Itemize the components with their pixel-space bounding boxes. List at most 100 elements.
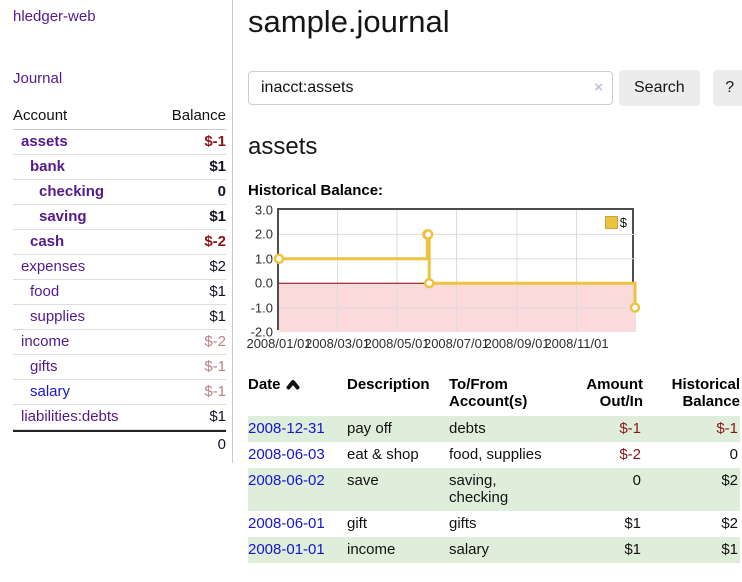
sidebar: hledger-web Journal Account Balance asse… bbox=[0, 0, 233, 463]
transactions-table: Date Description To/From Account(s) Amoun… bbox=[248, 376, 740, 563]
transaction-amount: $-2 bbox=[619, 446, 641, 463]
account-heading: assets bbox=[248, 133, 318, 160]
transaction-date-link[interactable]: 2008-06-01 bbox=[248, 515, 325, 532]
account-column-header: Account bbox=[13, 107, 68, 124]
chart-canvas bbox=[273, 210, 641, 332]
accounts-total-row: 0 bbox=[13, 430, 226, 457]
transaction-date-link[interactable]: 2008-12-31 bbox=[248, 420, 325, 437]
transaction-amount: 0 bbox=[561, 468, 643, 511]
account-balance: $-2 bbox=[204, 233, 226, 250]
chart-plot-area[interactable]: $ bbox=[273, 208, 641, 332]
y-axis-tick-label: 3.0 bbox=[254, 202, 273, 218]
date-column-header[interactable]: Date bbox=[248, 376, 347, 416]
account-row: bank $1 bbox=[13, 155, 226, 180]
x-axis-tick-label: 2008/11/01 bbox=[544, 336, 609, 351]
sidebar-item-saving[interactable]: saving bbox=[39, 208, 87, 225]
y-axis-tick-label: 1.0 bbox=[254, 251, 273, 267]
transaction-description: pay off bbox=[347, 416, 449, 442]
sidebar-item-expenses[interactable]: expenses bbox=[21, 258, 86, 275]
transaction-accounts: salary bbox=[449, 537, 561, 563]
chart-legend: $ bbox=[603, 215, 628, 230]
transaction-row: 2008-01-01 income salary $1 $1 bbox=[248, 537, 740, 563]
account-balance: $-1 bbox=[204, 358, 226, 375]
account-row: saving $1 bbox=[13, 205, 226, 230]
transaction-date-link[interactable]: 2008-01-01 bbox=[248, 541, 325, 558]
account-balance: $1 bbox=[209, 408, 226, 425]
y-axis-tick-label: -2.0 bbox=[250, 324, 273, 340]
transaction-description: eat & shop bbox=[347, 446, 419, 463]
balance-column-header: Historical Balance bbox=[671, 376, 740, 410]
transaction-date-link[interactable]: 2008-06-03 bbox=[248, 446, 325, 463]
account-balance: $1 bbox=[209, 308, 226, 325]
transaction-row: 2008-06-01 gift gifts $1 $2 bbox=[248, 511, 740, 537]
account-balance: $-1 bbox=[204, 133, 226, 150]
x-axis-tick-label: 2008/01/01 bbox=[246, 336, 312, 351]
transaction-row: 2008-06-02 save saving, checking 0 $2 bbox=[248, 468, 740, 511]
x-axis-tick-label: 2008/07/01 bbox=[423, 336, 490, 351]
search-bar: × Search ? bbox=[248, 70, 742, 106]
transaction-balance: $2 bbox=[721, 515, 738, 532]
description-column-header: Description bbox=[347, 376, 430, 393]
x-axis-tick-label: 2008/05/01 bbox=[364, 336, 430, 351]
main-content: sample.journal × Search ? assets Histori… bbox=[233, 0, 742, 563]
transaction-amount: $-1 bbox=[561, 416, 643, 442]
account-row: expenses $2 bbox=[13, 255, 226, 280]
transaction-row: 2008-12-31 pay off debts $-1 $-1 bbox=[248, 416, 740, 442]
historical-balance-chart: $ 3.0 2.0 1.0 0.0 -1.0 -2.0 2008/01/01 2008/03… bbox=[246, 203, 648, 354]
sidebar-item-income[interactable]: income bbox=[21, 333, 70, 350]
account-row: salary $-1 bbox=[13, 380, 226, 405]
balance-column-header: Balance bbox=[171, 107, 226, 124]
transaction-amount: $1 bbox=[624, 515, 641, 532]
transaction-balance: $-1 bbox=[643, 416, 740, 442]
transaction-accounts: debts bbox=[449, 416, 561, 442]
account-row: cash $-2 bbox=[13, 230, 226, 255]
sidebar-item-bank[interactable]: bank bbox=[30, 158, 66, 175]
legend-swatch bbox=[604, 216, 618, 229]
search-field-wrapper: × bbox=[248, 71, 613, 105]
transaction-balance: $1 bbox=[643, 537, 740, 563]
sidebar-item-journal[interactable]: Journal bbox=[13, 70, 63, 87]
y-axis-tick-label: -1.0 bbox=[250, 300, 273, 316]
sidebar-item-gifts[interactable]: gifts bbox=[30, 358, 58, 375]
sidebar-item-salary[interactable]: salary bbox=[30, 383, 71, 400]
legend-label: $ bbox=[619, 215, 627, 230]
account-balance-table: Account Balance assets $-1 bank $1 checkin… bbox=[13, 104, 226, 457]
sidebar-item-cash[interactable]: cash bbox=[30, 233, 65, 250]
account-balance: $1 bbox=[209, 158, 226, 175]
account-balance: 0 bbox=[217, 183, 226, 200]
search-input[interactable] bbox=[248, 71, 613, 105]
sort-ascending-icon bbox=[286, 377, 300, 394]
x-axis-tick-label: 2008/09/01 bbox=[484, 336, 550, 351]
transaction-accounts: saving, checking bbox=[449, 468, 561, 511]
clear-search-icon[interactable]: × bbox=[594, 79, 603, 96]
app-layout: hledger-web Journal Account Balance asse… bbox=[0, 0, 742, 563]
sidebar-item-checking[interactable]: checking bbox=[39, 183, 105, 200]
transaction-date-link[interactable]: 2008-06-02 bbox=[248, 472, 325, 489]
account-balance: $2 bbox=[209, 258, 226, 275]
sidebar-item-food[interactable]: food bbox=[30, 283, 60, 300]
table-header-row: Date Description To/From Account(s) Amoun… bbox=[248, 376, 740, 416]
account-column-header: To/From Account(s) bbox=[449, 376, 528, 410]
account-balance: $1 bbox=[209, 283, 226, 300]
brand-link[interactable]: hledger-web bbox=[13, 8, 96, 25]
transaction-accounts: food, supplies bbox=[449, 446, 542, 463]
account-row: liabilities:debts $1 bbox=[13, 405, 226, 430]
account-row: income $-2 bbox=[13, 330, 226, 355]
transaction-description: save bbox=[347, 468, 449, 511]
account-row: gifts $-1 bbox=[13, 355, 226, 380]
transaction-amount: $1 bbox=[561, 537, 643, 563]
help-button[interactable]: ? bbox=[712, 70, 742, 106]
account-table-header: Account Balance bbox=[13, 104, 226, 130]
y-axis-tick-label: 2.0 bbox=[254, 226, 273, 242]
account-balance: $1 bbox=[209, 208, 226, 225]
account-row: assets $-1 bbox=[13, 130, 226, 155]
transaction-description: income bbox=[347, 537, 449, 563]
sidebar-item-assets[interactable]: assets bbox=[21, 133, 68, 150]
sidebar-item-liabilities-debts[interactable]: liabilities:debts bbox=[21, 408, 119, 425]
search-button[interactable]: Search bbox=[619, 70, 700, 106]
account-row: supplies $1 bbox=[13, 305, 226, 330]
transaction-balance: $2 bbox=[643, 468, 740, 511]
transaction-balance: 0 bbox=[729, 446, 738, 463]
y-axis-tick-label: 0.0 bbox=[254, 275, 273, 291]
sidebar-item-supplies[interactable]: supplies bbox=[30, 308, 86, 325]
